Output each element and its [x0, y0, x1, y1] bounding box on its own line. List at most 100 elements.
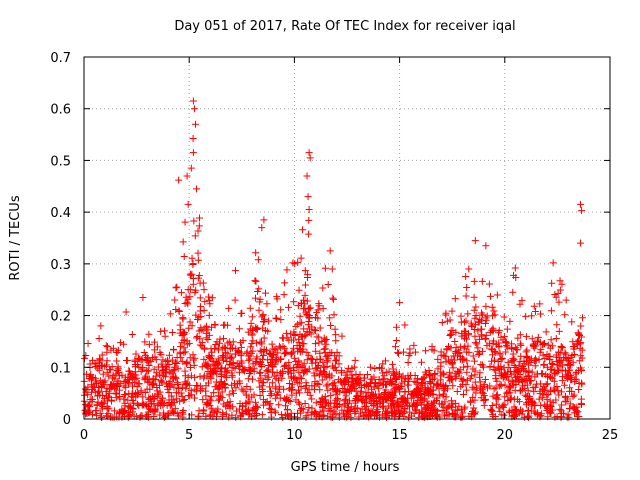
- data-point: [349, 383, 357, 391]
- data-point: [568, 318, 576, 326]
- data-point: [290, 298, 298, 306]
- data-point: [512, 376, 520, 384]
- data-point: [326, 247, 334, 255]
- data-point: [537, 412, 545, 420]
- data-point: [141, 375, 149, 383]
- data-point: [414, 380, 422, 388]
- data-point: [286, 385, 294, 393]
- data-point: [192, 286, 200, 294]
- data-point: [94, 364, 102, 372]
- data-point: [516, 340, 524, 348]
- data-point: [525, 393, 533, 401]
- data-point: [287, 336, 295, 344]
- data-point: [171, 358, 179, 366]
- x-tick-label: 15: [391, 428, 408, 443]
- data-point: [452, 328, 460, 336]
- data-point: [406, 349, 414, 357]
- data-point: [488, 303, 496, 311]
- data-point: [128, 371, 136, 379]
- data-point: [555, 298, 563, 306]
- data-point: [418, 409, 426, 417]
- data-point: [500, 333, 508, 341]
- data-point: [527, 358, 535, 366]
- data-point: [281, 279, 289, 287]
- data-point: [208, 348, 216, 356]
- data-point: [547, 307, 555, 315]
- data-point: [283, 393, 291, 401]
- data-point: [518, 296, 526, 304]
- data-point: [220, 352, 228, 360]
- data-point: [175, 307, 183, 315]
- data-point: [373, 409, 381, 417]
- data-point: [139, 399, 147, 407]
- data-point: [463, 368, 471, 376]
- data-point: [284, 368, 292, 376]
- data-point: [531, 402, 539, 410]
- data-point: [322, 371, 330, 379]
- x-axis-label: GPS time / hours: [291, 460, 400, 475]
- data-point: [120, 382, 128, 390]
- y-tick-label: 0.4: [50, 206, 71, 221]
- data-point: [469, 365, 477, 373]
- data-point: [237, 352, 245, 360]
- data-point: [165, 351, 173, 359]
- data-point: [504, 358, 512, 366]
- data-point: [226, 338, 234, 346]
- data-point: [128, 331, 136, 339]
- data-point: [140, 349, 148, 357]
- y-tick-label: 0.6: [50, 103, 71, 118]
- data-point: [331, 363, 339, 371]
- data-point: [529, 384, 537, 392]
- data-point: [472, 389, 480, 397]
- data-point: [502, 342, 510, 350]
- data-point: [180, 337, 188, 345]
- data-point: [172, 389, 180, 397]
- data-point: [105, 365, 113, 373]
- data-point: [321, 345, 329, 353]
- data-point: [145, 367, 153, 375]
- data-point: [176, 329, 184, 337]
- data-point: [266, 392, 274, 400]
- data-point: [184, 200, 192, 208]
- data-point: [471, 371, 479, 379]
- data-point: [452, 406, 460, 414]
- data-point: [544, 401, 552, 409]
- data-point: [86, 408, 94, 416]
- data-point: [459, 390, 467, 398]
- data-point: [311, 340, 319, 348]
- data-point: [129, 408, 137, 416]
- data-point: [150, 380, 158, 388]
- data-point: [304, 193, 312, 201]
- data-point: [92, 407, 100, 415]
- data-point: [449, 382, 457, 390]
- data-point: [455, 349, 463, 357]
- data-point: [565, 413, 573, 421]
- y-tick-label: 0.1: [50, 361, 71, 376]
- data-point: [273, 295, 281, 303]
- y-tick-label: 0.3: [50, 258, 71, 273]
- data-point: [192, 120, 200, 128]
- data-point: [139, 393, 147, 401]
- data-point: [156, 371, 164, 379]
- data-point: [576, 331, 584, 339]
- data-point: [311, 385, 319, 393]
- data-point: [576, 357, 584, 365]
- data-point: [287, 386, 295, 394]
- data-point: [157, 351, 165, 359]
- data-point: [237, 309, 245, 317]
- data-point: [295, 379, 303, 387]
- data-point: [272, 383, 280, 391]
- data-point: [321, 264, 329, 272]
- data-point: [340, 409, 348, 417]
- data-point: [128, 382, 136, 390]
- data-point: [482, 335, 490, 343]
- data-point: [548, 406, 556, 414]
- data-point: [438, 319, 446, 327]
- data-point: [316, 349, 324, 357]
- data-point: [536, 387, 544, 395]
- data-point: [578, 380, 586, 388]
- data-point: [482, 316, 490, 324]
- data-point: [239, 387, 247, 395]
- data-point: [196, 335, 204, 343]
- data-point: [332, 390, 340, 398]
